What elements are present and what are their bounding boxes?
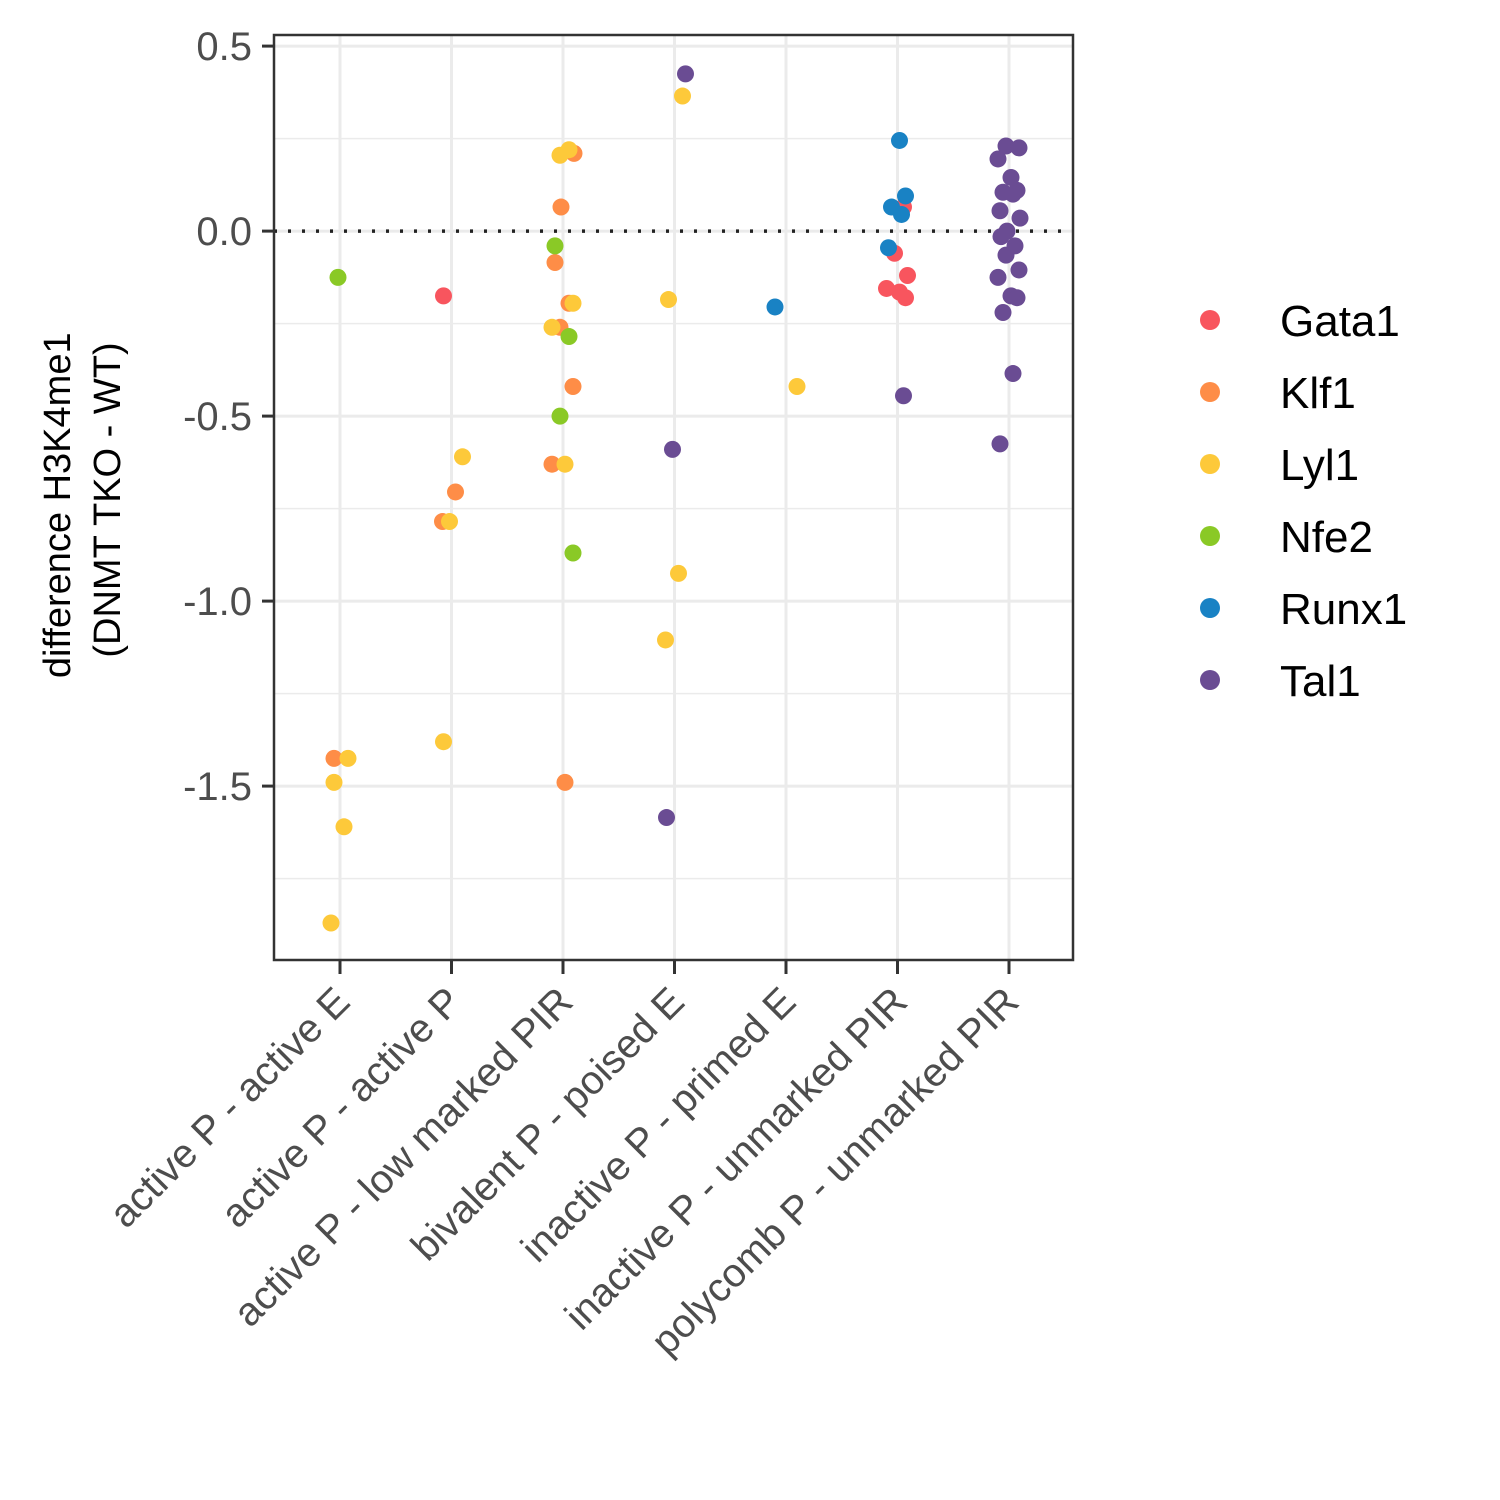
legend-key-runx1 [1200, 598, 1220, 618]
data-point-nfe2 [329, 268, 347, 286]
legend-label-klf1: Klf1 [1280, 369, 1356, 418]
data-point-tal1 [677, 65, 694, 83]
data-point-lyl1 [335, 818, 353, 836]
legend-label-runx1: Runx1 [1280, 585, 1407, 634]
data-point-tal1 [1004, 365, 1022, 383]
y-tick-label: -0.5 [183, 395, 252, 439]
data-point-runx1 [897, 187, 914, 205]
legend: Gata1 Klf1 Lyl1 Nfe2 Runx1 Tal1 [1200, 297, 1407, 706]
y-tick-label: 0.0 [196, 210, 252, 254]
grid-lines [274, 35, 1073, 960]
legend-key-gata1 [1200, 310, 1220, 330]
data-point-lyl1 [657, 631, 674, 649]
data-point-tal1 [895, 387, 912, 405]
data-point-klf1 [556, 773, 574, 791]
data-point-nfe2 [551, 407, 569, 425]
data-point-lyl1 [325, 773, 343, 791]
y-axis-title-line-1: difference H3K4me1 [37, 332, 79, 678]
data-point-klf1 [325, 749, 343, 767]
data-point-gata1 [435, 287, 452, 305]
data-point-runx1 [880, 239, 897, 257]
data-point-tal1 [1010, 261, 1028, 279]
data-point-tal1 [1004, 185, 1022, 203]
legend-key-lyl1 [1200, 454, 1220, 474]
data-point-lyl1 [564, 294, 582, 312]
data-point-runx1 [893, 205, 910, 223]
data-point-tal1 [1002, 168, 1020, 186]
data-point-gata1 [899, 267, 916, 284]
data-point-lyl1 [674, 87, 691, 105]
data-point-tal1 [1010, 139, 1028, 157]
legend-label-gata1: Gata1 [1280, 297, 1400, 346]
data-point-tal1 [991, 435, 1009, 453]
data-point-runx1 [891, 131, 908, 149]
data-point-klf1 [543, 455, 561, 473]
data-point-lyl1 [556, 455, 574, 473]
data-point-tal1 [994, 304, 1012, 321]
legend-label-lyl1: Lyl1 [1280, 441, 1359, 490]
data-point-tal1 [992, 228, 1010, 246]
data-point-lyl1 [322, 914, 340, 932]
data-point-lyl1 [660, 291, 677, 309]
legend-label-nfe2: Nfe2 [1280, 513, 1373, 562]
legend-key-nfe2 [1200, 526, 1220, 546]
data-point-tal1 [991, 202, 1009, 220]
data-point-lyl1 [454, 448, 471, 466]
data-point-lyl1 [788, 378, 806, 395]
data-point-gata1 [878, 279, 895, 297]
y-axis: 0.5 0.0 -0.5 -1.0 -1.5 [183, 25, 274, 809]
data-points [322, 65, 1029, 932]
legend-key-tal1 [1200, 670, 1220, 690]
data-point-lyl1 [543, 318, 561, 336]
data-point-klf1 [546, 254, 564, 272]
data-point-lyl1 [435, 733, 452, 751]
data-point-gata1 [897, 289, 914, 307]
data-point-nfe2 [560, 328, 578, 346]
data-point-klf1 [447, 483, 464, 501]
data-point-tal1 [997, 137, 1015, 155]
y-tick-label: 0.5 [196, 25, 252, 69]
data-point-tal1 [658, 809, 675, 827]
legend-key-klf1 [1200, 382, 1220, 402]
y-axis-title-line-2: (DNMT TKO - WT) [87, 342, 129, 657]
data-point-tal1 [1011, 209, 1029, 227]
data-point-tal1 [997, 246, 1015, 264]
data-point-nfe2 [564, 544, 582, 562]
data-point-klf1 [552, 198, 570, 216]
data-point-lyl1 [551, 146, 569, 164]
data-point-tal1 [989, 268, 1007, 286]
y-tick-label: -1.5 [183, 765, 252, 809]
y-axis-title: difference H3K4me1 (DNMT TKO - WT) [37, 322, 129, 678]
data-point-klf1 [564, 378, 582, 395]
data-point-lyl1 [339, 749, 357, 767]
legend-label-tal1: Tal1 [1280, 657, 1361, 706]
data-point-tal1 [1008, 289, 1026, 307]
data-point-runx1 [766, 298, 784, 316]
y-tick-label: -1.0 [183, 580, 252, 624]
data-point-lyl1 [670, 564, 687, 582]
data-point-tal1 [989, 150, 1007, 168]
data-point-nfe2 [546, 237, 564, 255]
data-point-lyl1 [441, 513, 458, 531]
data-point-tal1 [664, 440, 681, 458]
